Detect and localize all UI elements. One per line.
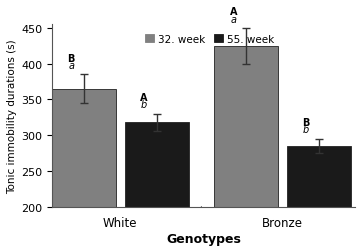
Text: A: A <box>140 93 147 103</box>
Y-axis label: Tonic immobility durations (s): Tonic immobility durations (s) <box>7 39 17 193</box>
Bar <box>287 146 351 207</box>
Text: b: b <box>140 100 147 110</box>
X-axis label: Genotypes: Genotypes <box>166 232 241 245</box>
Bar <box>52 89 116 207</box>
Text: B: B <box>67 54 75 64</box>
Text: a: a <box>68 61 74 71</box>
Text: A: A <box>230 8 237 17</box>
Bar <box>125 123 189 207</box>
Text: B: B <box>302 118 310 128</box>
Text: a: a <box>230 15 236 24</box>
Bar <box>214 47 278 207</box>
Legend: 32. week, 55. week: 32. week, 55. week <box>140 30 279 49</box>
Text: b: b <box>303 125 309 135</box>
